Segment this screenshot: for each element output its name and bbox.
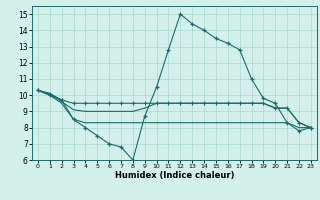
X-axis label: Humidex (Indice chaleur): Humidex (Indice chaleur) bbox=[115, 171, 234, 180]
